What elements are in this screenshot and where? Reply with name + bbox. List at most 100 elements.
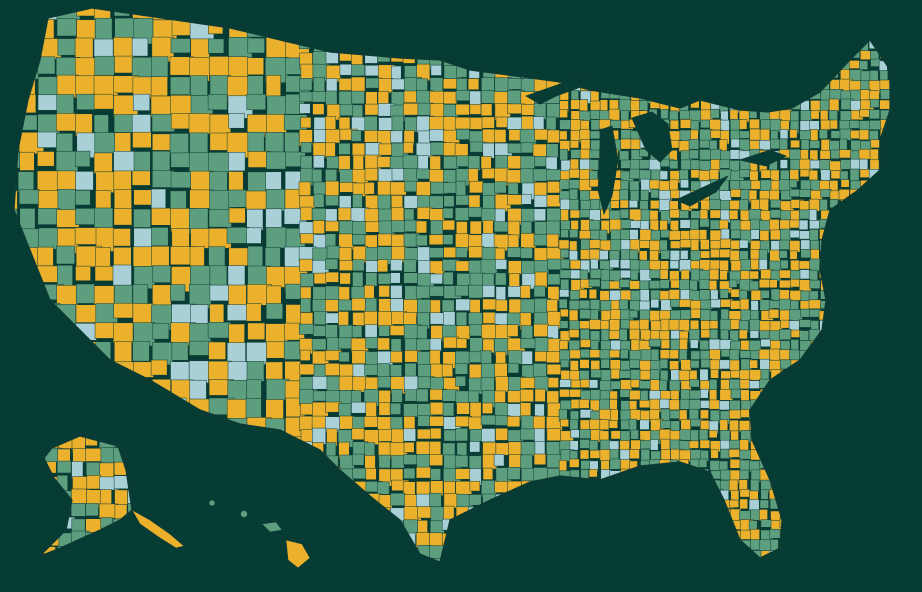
county-cell xyxy=(589,418,602,430)
county-cell xyxy=(112,264,132,288)
county-cell xyxy=(442,402,455,417)
county-cell xyxy=(660,109,669,119)
county-cell xyxy=(609,449,619,460)
county-cell xyxy=(56,113,77,132)
county-cell xyxy=(568,329,580,338)
county-cell xyxy=(208,209,232,228)
county-cell xyxy=(789,309,803,321)
county-cell xyxy=(521,193,532,205)
county-cell xyxy=(481,428,496,443)
county-cell xyxy=(610,239,622,252)
county-cell xyxy=(494,481,509,493)
county-cell xyxy=(114,284,133,306)
county-cell xyxy=(690,260,700,270)
county-cell xyxy=(710,369,719,379)
county-cell xyxy=(429,558,447,562)
county-cell xyxy=(378,285,390,298)
county-cell xyxy=(648,338,661,348)
county-cell xyxy=(739,498,748,510)
county-cell xyxy=(352,221,367,235)
county-cell xyxy=(690,129,699,141)
county-cell xyxy=(482,142,495,159)
county-cell xyxy=(750,249,760,260)
county-cell xyxy=(609,258,620,269)
county-cell xyxy=(610,200,620,209)
county-cell xyxy=(869,159,880,171)
county-cell xyxy=(629,220,641,229)
county-cell xyxy=(809,140,821,149)
county-cell xyxy=(680,419,691,432)
county-cell xyxy=(56,170,76,193)
county-cell xyxy=(507,194,524,206)
county-cell xyxy=(313,364,327,378)
county-cell xyxy=(620,348,629,359)
county-cell xyxy=(638,380,651,390)
county-cell xyxy=(338,375,355,391)
county-cell xyxy=(719,288,729,299)
county-cell xyxy=(534,388,546,402)
county-cell xyxy=(482,441,497,456)
county-cell xyxy=(748,270,759,280)
county-cell xyxy=(112,228,131,247)
county-cell xyxy=(245,190,269,210)
county-cell xyxy=(299,349,311,361)
county-cell xyxy=(247,131,265,152)
county-cell xyxy=(338,142,351,155)
county-cell xyxy=(679,210,689,219)
county-cell xyxy=(390,298,404,313)
county-cell xyxy=(113,208,133,226)
county-cell xyxy=(495,427,508,441)
county-cell xyxy=(95,171,115,193)
county-cell xyxy=(699,439,710,449)
county-cell xyxy=(403,416,416,430)
county-cell xyxy=(629,359,641,369)
county-cell xyxy=(740,270,751,281)
county-cell xyxy=(300,117,312,129)
county-cell xyxy=(588,379,599,389)
county-cell xyxy=(508,441,522,456)
county-cell xyxy=(769,138,781,150)
county-cell xyxy=(300,298,312,313)
county-cell xyxy=(669,360,679,370)
county-cell xyxy=(570,90,579,101)
county-cell xyxy=(679,338,688,351)
county-cell xyxy=(469,480,481,492)
county-cell xyxy=(208,38,225,54)
county-cell xyxy=(739,180,753,191)
county-cell xyxy=(589,159,599,171)
county-cell xyxy=(719,270,728,281)
county-cell xyxy=(391,65,402,80)
county-cell xyxy=(789,219,801,229)
county-cell xyxy=(820,189,832,198)
county-cell xyxy=(689,279,698,292)
county-cell xyxy=(690,250,701,262)
county-cell xyxy=(739,510,751,520)
county-cell xyxy=(688,399,701,410)
county-cell xyxy=(480,350,492,365)
county-cell xyxy=(469,337,483,353)
county-cell xyxy=(468,351,484,363)
county-cell xyxy=(760,290,770,299)
county-cell xyxy=(546,428,561,442)
county-cell xyxy=(469,220,482,235)
county-cell xyxy=(680,250,689,260)
county-cell xyxy=(390,272,401,284)
county-cell xyxy=(469,104,482,115)
county-cell xyxy=(609,319,621,332)
county-cell xyxy=(659,290,670,301)
county-cell xyxy=(709,320,719,330)
county-cell xyxy=(778,269,792,279)
county-cell xyxy=(494,390,506,403)
county-cell xyxy=(455,298,472,311)
county-cell xyxy=(415,466,431,479)
county-cell xyxy=(559,289,570,298)
county-cell xyxy=(698,429,709,441)
county-cell xyxy=(749,359,758,369)
county-cell xyxy=(390,455,405,469)
county-cell xyxy=(880,89,890,100)
county-cell xyxy=(628,310,638,319)
county-cell xyxy=(493,221,511,233)
county-cell xyxy=(430,220,444,235)
county-cell xyxy=(839,149,853,159)
county-cell xyxy=(430,468,441,481)
